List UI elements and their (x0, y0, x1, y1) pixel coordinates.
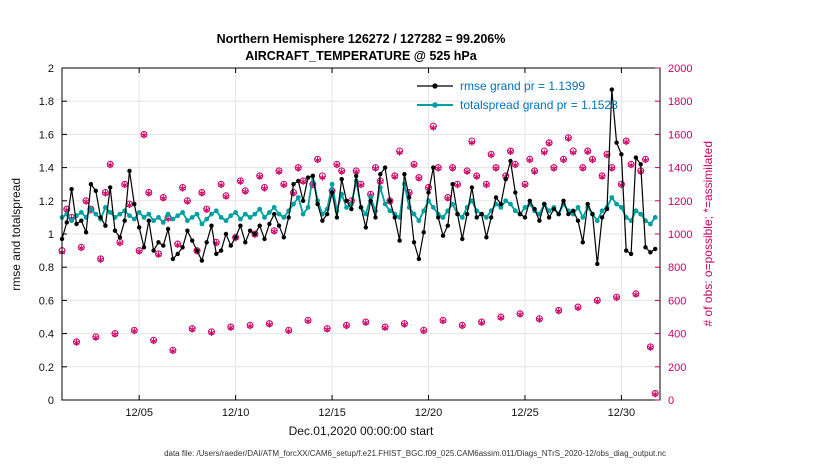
rmse-legend-sample (417, 82, 453, 89)
svg-text:0: 0 (48, 395, 54, 407)
svg-text:1000: 1000 (668, 229, 692, 241)
data-file-caption: data file: /Users/raeder/DAI/ATM_forcXX/… (164, 449, 666, 458)
axis-ticks (62, 67, 660, 401)
y-axis-label-left-text: rmse and totalspread (9, 177, 23, 291)
svg-text:0: 0 (668, 395, 674, 407)
y-axis-label-left: rmse and totalspread (8, 68, 24, 400)
svg-text:1.8: 1.8 (39, 96, 54, 108)
totalspread-legend-dot-icon (432, 101, 438, 108)
chart-title-line1: Northern Hemisphere 126272 / 127282 = 99… (216, 32, 506, 46)
svg-text:2: 2 (48, 63, 54, 75)
svg-text:0.2: 0.2 (39, 362, 54, 374)
svg-text:1400: 1400 (668, 163, 692, 175)
svg-text:12/05: 12/05 (125, 407, 153, 419)
svg-text:600: 600 (668, 295, 686, 307)
totalspread-legend-sample (417, 101, 453, 108)
svg-text:400: 400 (668, 329, 686, 341)
svg-text:2000: 2000 (668, 63, 692, 75)
svg-text:0.4: 0.4 (39, 329, 54, 341)
svg-text:1.2: 1.2 (39, 196, 54, 208)
rmse-series (59, 87, 658, 267)
legend-label-rmse: rmse grand pr = 1.1399 (460, 78, 586, 93)
svg-text:12/25: 12/25 (511, 407, 539, 419)
assimilated-obs-markers (58, 124, 659, 398)
chart-title-line2: AIRCRAFT_TEMPERATURE @ 525 hPa (245, 49, 477, 63)
svg-text:1: 1 (48, 229, 54, 241)
svg-text:1800: 1800 (668, 96, 692, 108)
legend-label-totalspread: totalspread grand pr = 1.1523 (460, 97, 618, 112)
svg-text:0.8: 0.8 (39, 262, 54, 274)
svg-text:12/30: 12/30 (608, 407, 636, 419)
svg-text:1.4: 1.4 (39, 163, 54, 175)
svg-text:12/20: 12/20 (415, 407, 443, 419)
svg-text:0.6: 0.6 (39, 295, 54, 307)
svg-text:200: 200 (668, 362, 686, 374)
legend-item-rmse[interactable]: rmse grand pr = 1.1399 (416, 76, 618, 95)
legend-item-totalspread[interactable]: totalspread grand pr = 1.1523 (416, 95, 618, 114)
svg-text:800: 800 (668, 262, 686, 274)
svg-text:12/10: 12/10 (222, 407, 250, 419)
svg-text:12/15: 12/15 (318, 407, 346, 419)
y-axis-label-right: # of obs: o=possible; *=assimilated (700, 68, 716, 400)
x-axis-label: Dec.01,2020 00:00:00 start (288, 424, 434, 438)
svg-text:1200: 1200 (668, 196, 692, 208)
svg-text:1.6: 1.6 (39, 129, 54, 141)
tick-labels: 12/05 12/10 12/15 12/20 12/25 12/30 0 0.2 0.4 0.6… (39, 63, 693, 419)
svg-text:1600: 1600 (668, 129, 692, 141)
rmse-legend-dot-icon (432, 82, 438, 89)
y-axis-label-right-text: # of obs: o=possible; *=assimilated (701, 141, 715, 327)
legend: rmse grand pr = 1.1399 totalspread grand… (416, 76, 618, 114)
